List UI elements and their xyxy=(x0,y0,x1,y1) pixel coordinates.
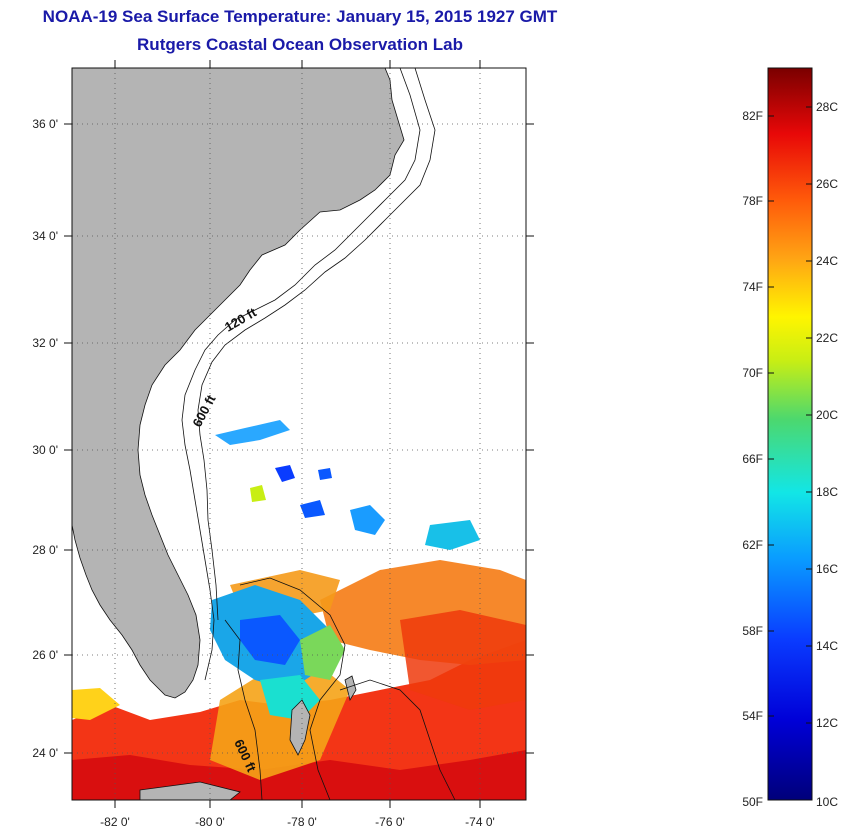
colorbar: 82F 78F 74F 70F 66F 62F 58F 54F 50F 28C … xyxy=(742,67,838,809)
lat-label: 24 0' xyxy=(32,746,58,760)
colorbar-label-f: 66F xyxy=(742,452,763,466)
lon-label: -80 0' xyxy=(195,815,225,829)
lon-label: -74 0' xyxy=(465,815,495,829)
map-plot xyxy=(72,68,526,800)
colorbar-label-f: 58F xyxy=(742,624,763,638)
map-frame xyxy=(71,67,527,801)
colorbar-label-f: 54F xyxy=(742,709,763,723)
colorbar-label-c: 10C xyxy=(816,795,838,809)
colorbar-label-f: 74F xyxy=(742,280,763,294)
lat-label: 34 0' xyxy=(32,229,58,243)
colorbar-label-f: 62F xyxy=(742,538,763,552)
lon-label: -82 0' xyxy=(100,815,130,829)
bahamas-island xyxy=(344,675,357,702)
colorbar-label-c: 26C xyxy=(816,177,838,191)
lat-label: 30 0' xyxy=(32,443,58,457)
colorbar-label-c: 18C xyxy=(816,485,838,499)
lat-label: 26 0' xyxy=(32,648,58,662)
axis-ticks xyxy=(64,60,534,808)
lat-label: 32 0' xyxy=(32,336,58,350)
map-subtitle: Rutgers Coastal Ocean Observation Lab xyxy=(137,35,463,54)
graticule xyxy=(72,68,526,800)
colorbar-label-f: 82F xyxy=(742,109,763,123)
depth-contours xyxy=(181,68,456,800)
colorbar-label-f: 78F xyxy=(742,194,763,208)
colorbar-label-c: 12C xyxy=(816,716,838,730)
colorbar-label-c: 22C xyxy=(816,331,838,345)
lon-label: -78 0' xyxy=(287,815,317,829)
longitude-labels: -82 0' -80 0' -78 0' -76 0' -74 0' xyxy=(100,815,495,829)
land-mass xyxy=(72,68,405,699)
colorbar-ticks xyxy=(768,106,812,724)
colorbar-label-f: 70F xyxy=(742,366,763,380)
colorbar-fahrenheit-labels: 82F 78F 74F 70F 66F 62F 58F 54F 50F xyxy=(742,109,763,809)
colorbar-label-c: 24C xyxy=(816,254,838,268)
lat-label: 28 0' xyxy=(32,543,58,557)
colorbar-label-c: 14C xyxy=(816,639,838,653)
colorbar-gradient xyxy=(767,67,813,801)
map-title: NOAA-19 Sea Surface Temperature: January… xyxy=(42,7,558,26)
colorbar-label-c: 28C xyxy=(816,100,838,114)
lon-label: -76 0' xyxy=(375,815,405,829)
colorbar-label-f: 50F xyxy=(742,795,763,809)
bahamas-island xyxy=(289,699,311,756)
lat-label: 36 0' xyxy=(32,117,58,131)
colorbar-label-c: 16C xyxy=(816,562,838,576)
colorbar-label-c: 20C xyxy=(816,408,838,422)
latitude-labels: 24 0' 26 0' 28 0' 30 0' 32 0' 34 0' 36 0… xyxy=(32,117,58,760)
cuba-land xyxy=(139,781,241,800)
colorbar-celsius-labels: 28C 26C 24C 22C 20C 18C 16C 14C 12C 10C xyxy=(816,100,838,809)
